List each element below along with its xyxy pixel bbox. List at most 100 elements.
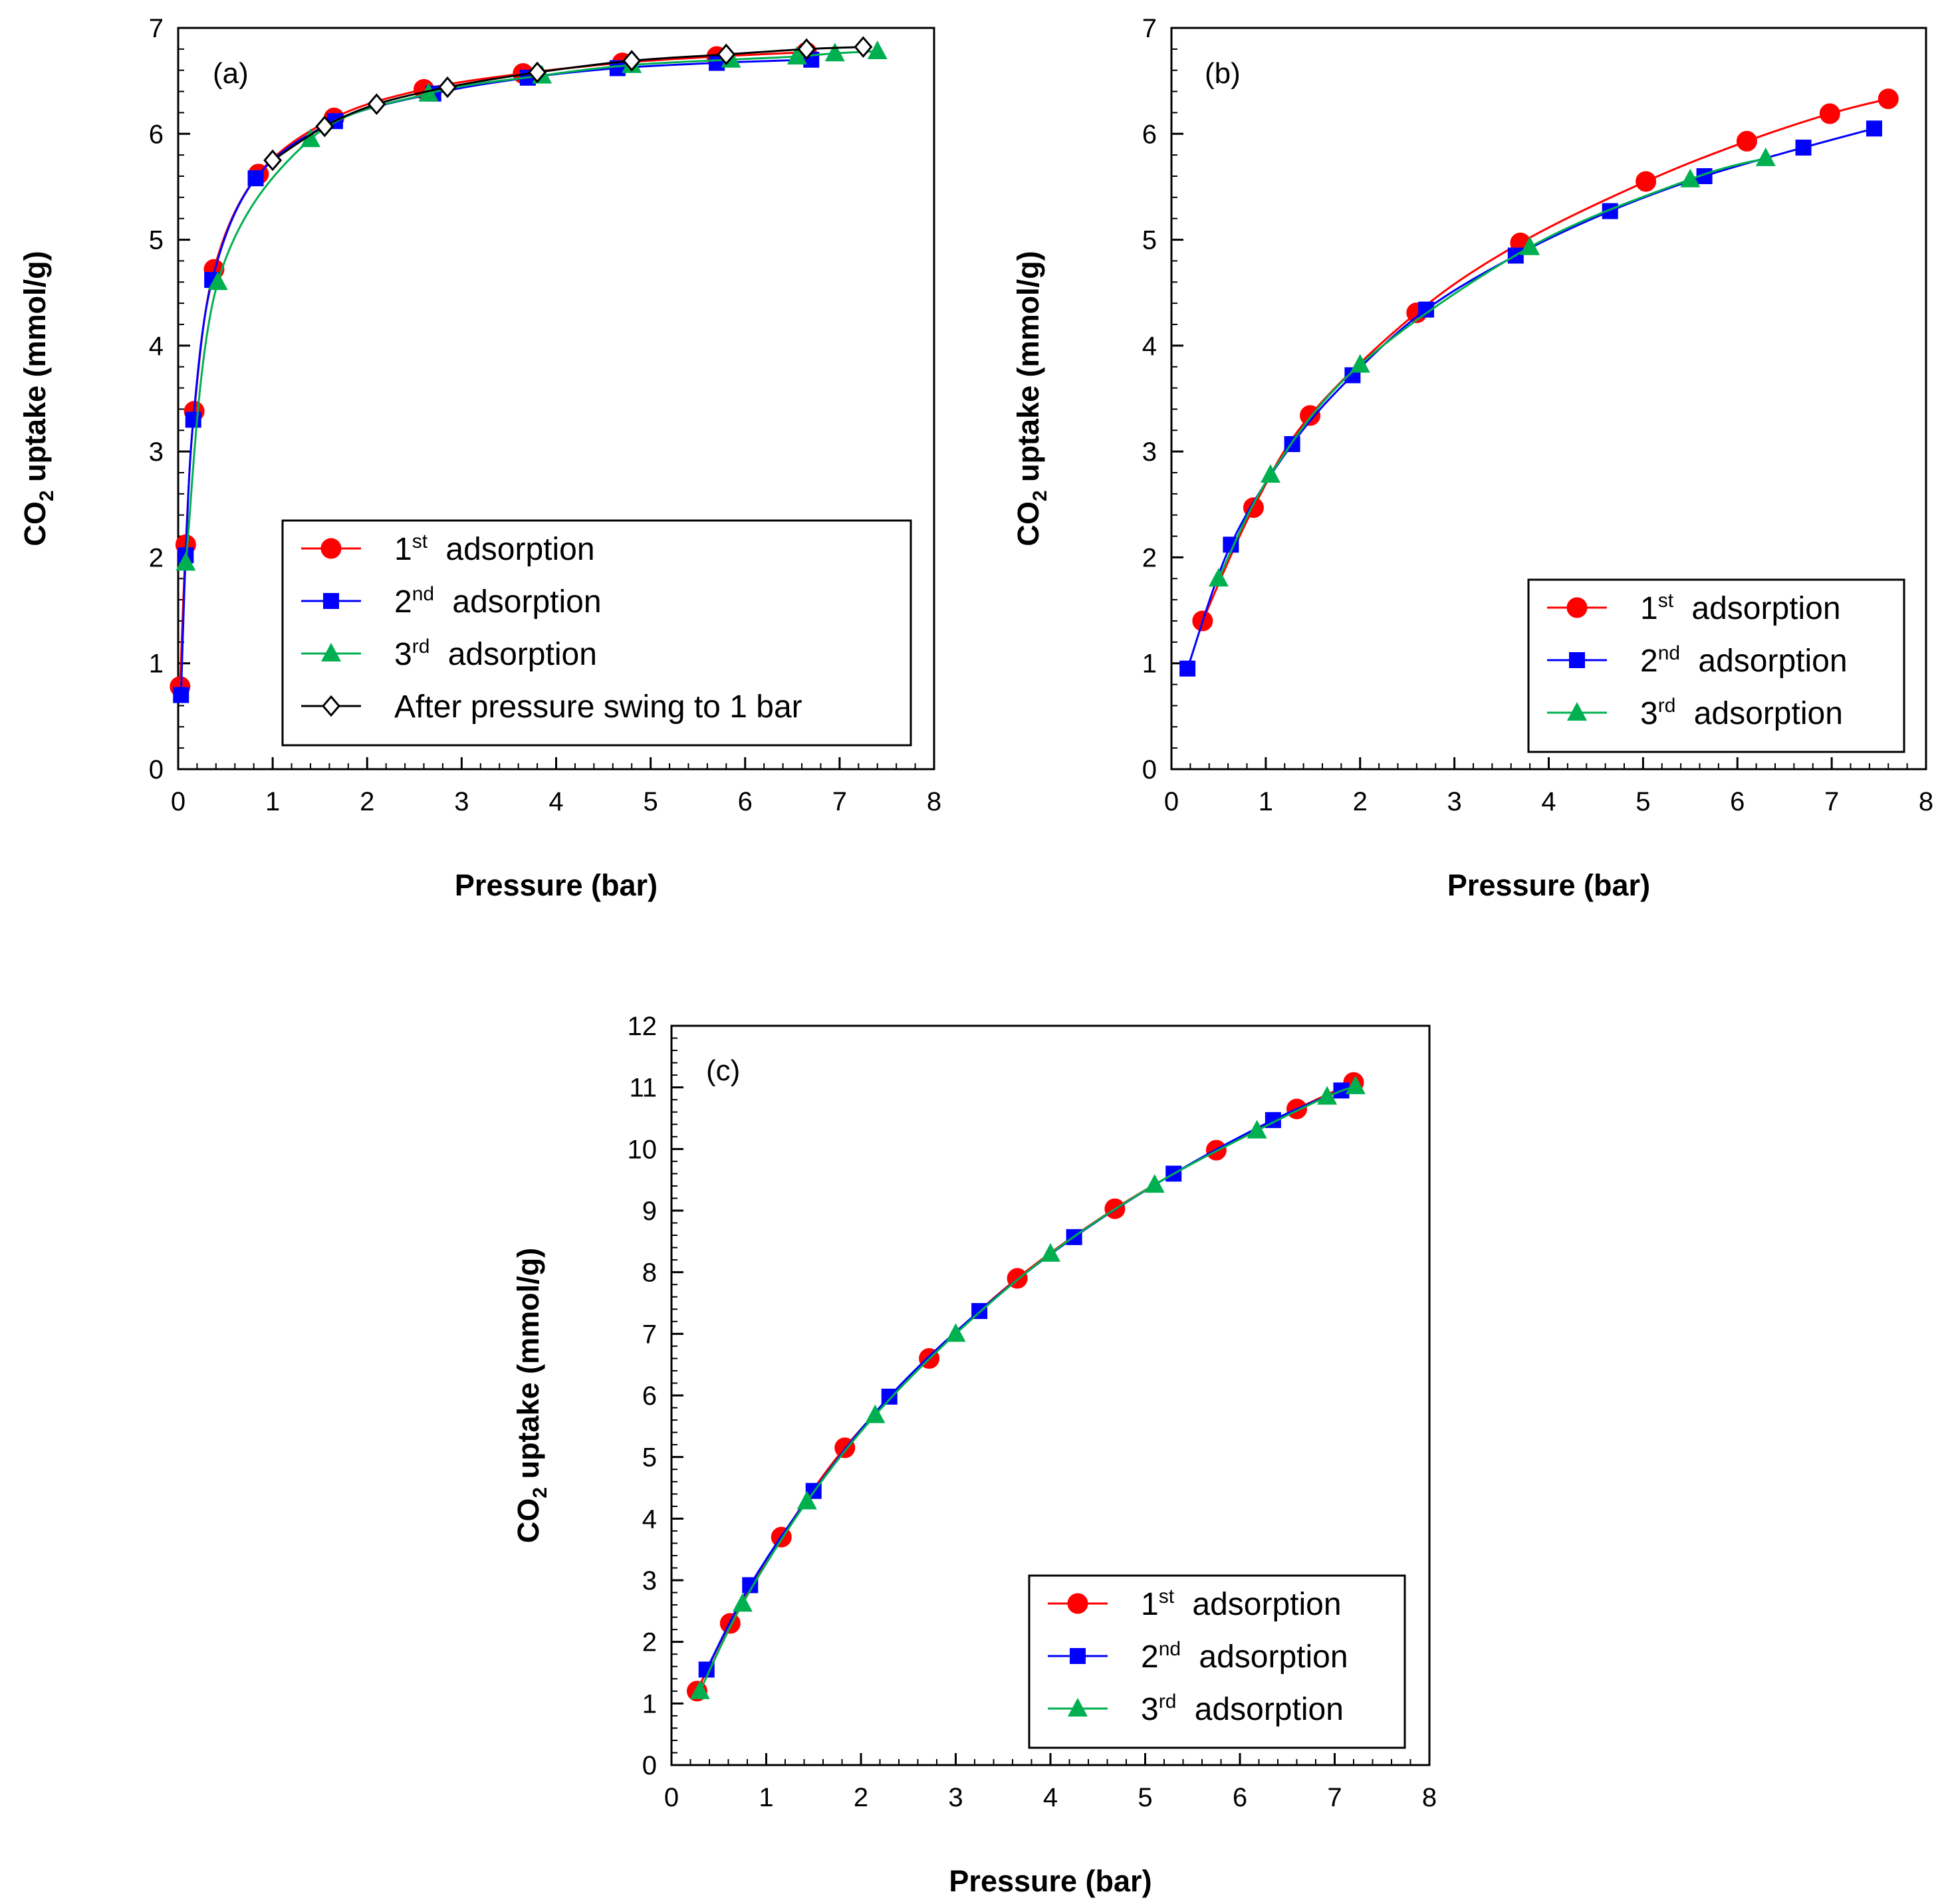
x-tick-label: 3 [454, 787, 469, 816]
y-tick-label: 1 [149, 650, 164, 679]
legend-entry-label: 1st adsorption [394, 531, 595, 567]
y-tick-label: 5 [149, 226, 164, 255]
data-point [528, 61, 547, 84]
data-point [1795, 139, 1812, 156]
data-point [622, 50, 642, 72]
legend-entry-label: 2nd adsorption [1141, 1638, 1348, 1675]
y-tick-label: 0 [149, 755, 164, 784]
x-tick-label: 6 [1730, 787, 1745, 816]
x-tick-label: 7 [832, 787, 847, 816]
y-axis-title: CO2 uptake (mmol/g) [1011, 251, 1051, 546]
data-point [881, 1388, 898, 1405]
y-tick-label: 1 [1142, 650, 1157, 679]
legend-ordinal: 1 [1640, 591, 1658, 626]
y-axis-title-prefix: CO [1011, 501, 1045, 546]
series-line [184, 50, 878, 563]
legend-entry-label: 3rd adsorption [1640, 695, 1843, 731]
x-tick-label: 8 [1422, 1783, 1437, 1812]
data-point [689, 1680, 710, 1699]
y-axis-title-subscript: 2 [36, 490, 58, 501]
x-tick-label: 2 [854, 1783, 868, 1812]
x-axis-title: Pressure (bar) [949, 1864, 1152, 1898]
series-line [272, 46, 864, 162]
data-point [945, 1323, 966, 1342]
legend-ordinal: 3 [1141, 1692, 1159, 1727]
x-tick-label: 4 [548, 787, 563, 816]
legend-entry-label: 3rd adsorption [394, 636, 597, 672]
legend: 1st adsorption 2nd adsorption 3rd adsorpti… [1028, 1574, 1406, 1749]
legend-label-text: adsorption [439, 637, 597, 672]
legend-ordinal-suffix: nd [1159, 1638, 1181, 1660]
legend-ordinal: 3 [1640, 696, 1658, 731]
legend-marker [1070, 1648, 1086, 1664]
y-tick-label: 1 [642, 1689, 657, 1719]
x-tick-label: 0 [1164, 787, 1179, 816]
data-point [176, 552, 196, 571]
panel-label: (a) [213, 57, 249, 90]
y-tick-label: 0 [1142, 755, 1157, 784]
legend-ordinal-suffix: nd [1658, 642, 1680, 664]
y-axis-title-rest: uptake (mmol/g) [18, 251, 52, 490]
y-tick-label: 5 [642, 1443, 657, 1473]
legend-entry-label: 1st adsorption [1141, 1586, 1342, 1622]
data-point [315, 115, 334, 138]
data-point [796, 1490, 817, 1510]
y-axis-title-subscript: 2 [1029, 490, 1051, 501]
y-tick-label: 8 [642, 1258, 657, 1288]
data-point [732, 1593, 753, 1612]
y-tick-label: 2 [1142, 543, 1157, 572]
y-tick-label: 2 [642, 1628, 657, 1657]
legend-entry-label: 1st adsorption [1640, 590, 1841, 626]
data-point [247, 170, 264, 187]
legend-marker [1567, 702, 1587, 721]
y-tick-label: 4 [149, 332, 164, 361]
data-point [1878, 88, 1899, 110]
legend-ordinal-suffix: rd [1658, 695, 1676, 717]
legend-ordinal-suffix: rd [1159, 1691, 1177, 1713]
legend-label-text: adsorption [443, 584, 602, 620]
data-point [1636, 171, 1657, 192]
data-point [438, 76, 457, 98]
x-tick-label: 6 [1233, 1783, 1247, 1812]
legend-label-text: adsorption [1190, 1639, 1348, 1675]
legend-label-text: adsorption [1185, 1692, 1344, 1727]
y-tick-label: 3 [1142, 437, 1157, 467]
y-tick-label: 4 [1142, 332, 1157, 361]
data-point [1317, 1086, 1338, 1105]
legend-marker [1068, 1698, 1088, 1717]
series-line [1217, 157, 1766, 579]
legend-ordinal-suffix: rd [412, 636, 430, 657]
legend-entry-label: After pressure swing to 1 bar [394, 689, 802, 725]
data-point [263, 149, 283, 172]
x-tick-label: 5 [644, 787, 658, 816]
data-point [867, 41, 888, 60]
legend-ordinal-suffix: st [1658, 590, 1674, 612]
y-tick-label: 11 [629, 1074, 657, 1103]
data-point [367, 93, 386, 115]
y-tick-label: 10 [628, 1135, 658, 1164]
data-point [1350, 354, 1370, 373]
series-0 [1192, 88, 1899, 632]
legend-ordinal: 1 [1141, 1587, 1159, 1622]
legend-ordinal: 3 [394, 637, 412, 672]
data-point [207, 271, 228, 291]
data-point [1520, 236, 1540, 255]
legend-label-text: adsorption [437, 532, 595, 567]
panel-label: (c) [706, 1054, 740, 1087]
y-tick-label: 7 [149, 14, 164, 43]
x-tick-label: 8 [1919, 787, 1933, 816]
x-tick-label: 4 [1043, 1783, 1058, 1812]
data-point [1260, 464, 1280, 483]
x-tick-label: 3 [1447, 787, 1462, 816]
x-tick-label: 1 [1259, 787, 1273, 816]
x-tick-label: 8 [927, 787, 941, 816]
y-tick-label: 6 [642, 1381, 657, 1411]
data-point [1247, 1120, 1267, 1139]
data-point [300, 128, 320, 148]
legend-marker [320, 538, 342, 559]
series-line [1201, 98, 1889, 622]
